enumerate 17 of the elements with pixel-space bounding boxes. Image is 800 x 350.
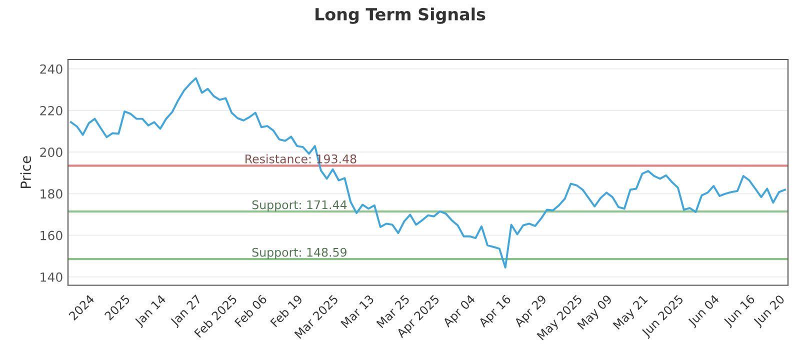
y-tick-label: 160 bbox=[40, 230, 62, 240]
y-tick-label: 220 bbox=[40, 106, 62, 116]
ref-line-label: Support: 171.44 bbox=[252, 200, 347, 212]
x-tick-label: Feb 19 bbox=[270, 294, 303, 328]
y-tick-label: 140 bbox=[40, 272, 62, 282]
y-tick-label: 240 bbox=[40, 64, 62, 74]
ref-line-label: Support: 148.59 bbox=[252, 248, 346, 260]
y-tick-label: 180 bbox=[40, 189, 62, 199]
line-series bbox=[70, 77, 786, 269]
y-axis-title: Price bbox=[20, 156, 32, 188]
x-tick-label: Apr 04 bbox=[442, 294, 478, 330]
chart-title: Long Term Signals bbox=[316, 8, 486, 24]
x-tick-label: Mar 13 bbox=[340, 294, 374, 328]
x-tick-label: Jun 04 bbox=[687, 294, 722, 328]
x-tick-label: Jan 14 bbox=[134, 294, 168, 328]
y-tick-label: 200 bbox=[40, 148, 62, 158]
x-tick-label: Apr 16 bbox=[478, 294, 513, 330]
